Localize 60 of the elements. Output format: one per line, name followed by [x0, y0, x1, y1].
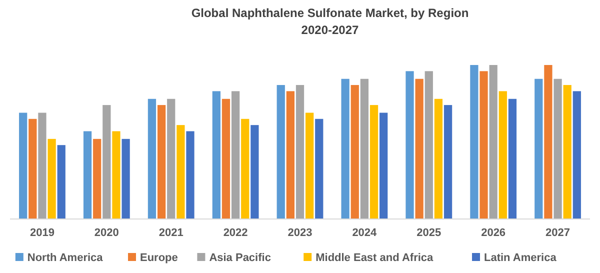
bar: [489, 65, 498, 219]
legend-label: Middle East and Africa: [316, 252, 434, 264]
legend-label: Europe: [140, 252, 178, 264]
bar: [212, 91, 220, 219]
x-tick-label: 2025: [416, 227, 442, 239]
bar: [480, 71, 488, 219]
x-tick-label: 2024: [352, 227, 378, 239]
bar: [370, 105, 378, 219]
bar: [231, 91, 240, 219]
bar: [148, 98, 156, 219]
bar: [415, 78, 424, 219]
legend-label: North America: [27, 252, 104, 264]
bar: [276, 85, 285, 219]
bar: [406, 71, 414, 219]
bar: [350, 85, 359, 219]
legend-label: Latin America: [484, 252, 558, 264]
x-tick-label: 2023: [288, 227, 312, 239]
x-tick-label: 2026: [481, 227, 506, 239]
x-tick-label: 2021: [158, 227, 184, 239]
bar: [250, 125, 259, 219]
bar: [186, 131, 194, 219]
bar: [498, 91, 507, 219]
bar: [563, 85, 572, 219]
bar: [112, 131, 120, 219]
bar: [508, 98, 517, 219]
bar: [315, 118, 324, 219]
bar: [57, 145, 66, 219]
bar: [380, 112, 388, 219]
x-tick-label: 2020: [94, 227, 119, 239]
bar: [554, 78, 562, 219]
legend-label: Asia Pacific: [209, 252, 271, 264]
bar: [296, 85, 304, 219]
bar: [222, 98, 230, 219]
bar: [102, 105, 111, 219]
bar: [157, 105, 166, 219]
bar: [83, 131, 92, 219]
bar: [360, 78, 369, 219]
bar: [167, 98, 176, 219]
bar: [176, 125, 185, 219]
bar: [444, 105, 452, 219]
bar: [48, 138, 56, 219]
bar: [38, 112, 46, 219]
bar: [470, 65, 478, 219]
bar: [434, 98, 443, 219]
bar: [572, 91, 581, 219]
bar: [28, 118, 37, 219]
bar: [341, 78, 350, 219]
bar: [241, 118, 250, 219]
bar: [534, 78, 543, 219]
bar: [286, 91, 294, 219]
chart-title: Global Naphthalene Sulfonate Market, by Region 2020-2027: [191, 6, 469, 37]
bar: [122, 138, 130, 219]
bar: [93, 138, 102, 219]
bar: [306, 112, 314, 219]
x-tick-label: 2019: [30, 227, 54, 239]
bar: [424, 71, 433, 219]
bar: [544, 65, 552, 219]
bar: [19, 112, 28, 219]
x-tick-label: 2027: [546, 227, 570, 239]
x-tick-label: 2022: [223, 227, 248, 239]
